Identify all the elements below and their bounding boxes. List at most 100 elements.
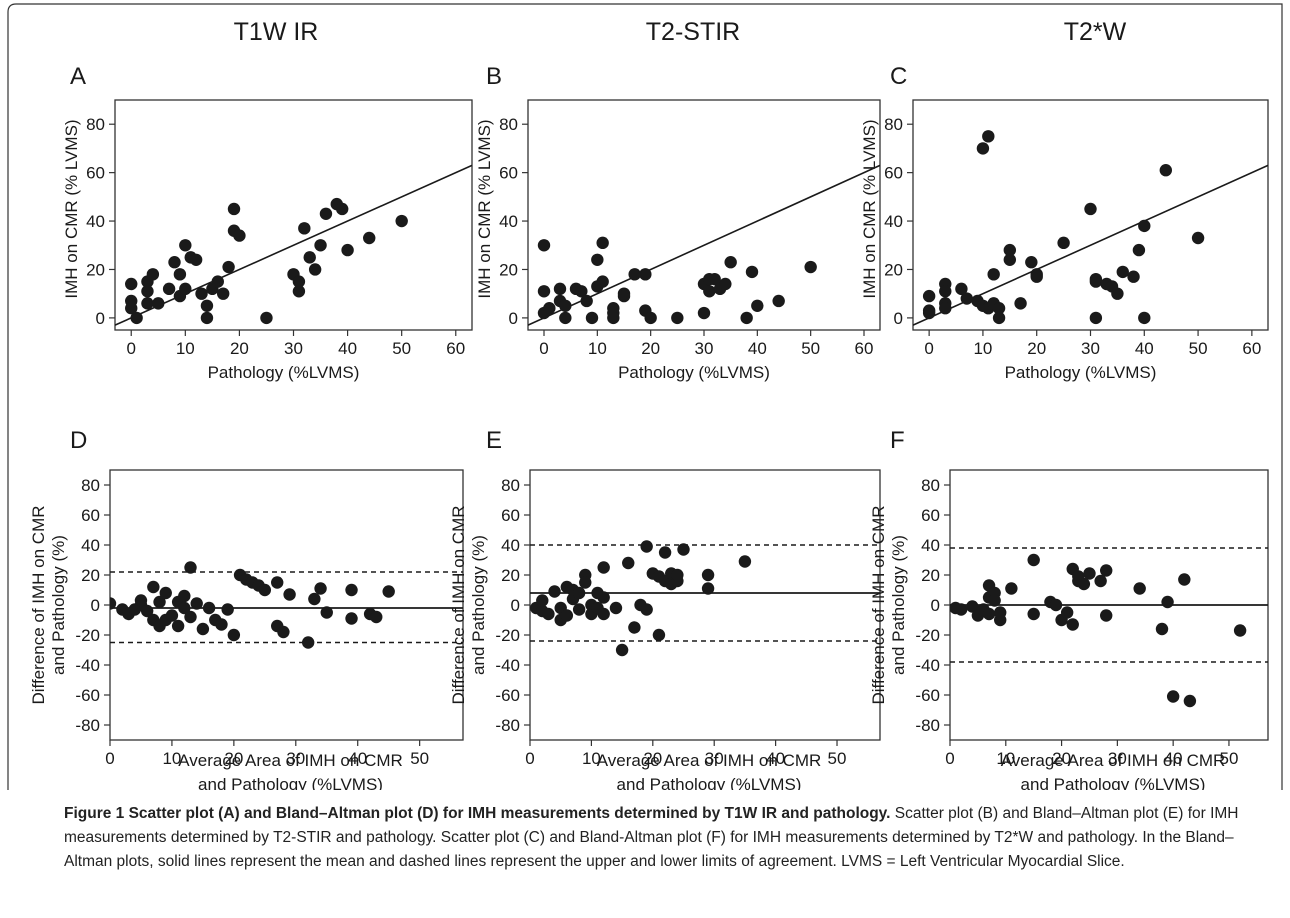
- figure-caption: Figure 1 Scatter plot (A) and Bland–Altm…: [64, 802, 1244, 874]
- data-point: [196, 622, 210, 636]
- x-tick-label: 30: [284, 339, 303, 358]
- x-axis-label: Pathology (%LVMS): [208, 363, 360, 382]
- x-tick-label: 10: [588, 339, 607, 358]
- data-point: [233, 229, 246, 242]
- x-tick-label: 20: [230, 339, 249, 358]
- x-tick-label: 20: [1027, 339, 1046, 358]
- data-point: [1183, 694, 1197, 708]
- plot-area: [913, 130, 1268, 326]
- x-tick-label: 30: [286, 749, 305, 768]
- figure-border: [7, 3, 1283, 790]
- data-point: [1083, 567, 1096, 580]
- data-point: [314, 239, 327, 252]
- data-point: [966, 600, 979, 613]
- y-tick-label: -60: [75, 686, 100, 705]
- x-axis-label-line2: and Pathology (%LVMS): [198, 775, 383, 790]
- data-point: [301, 636, 315, 649]
- x-tick-label: 60: [855, 339, 874, 358]
- data-point: [363, 231, 376, 245]
- data-point: [537, 285, 551, 298]
- y-tick-label: 80: [81, 476, 100, 495]
- data-point: [130, 311, 143, 325]
- data-point: [277, 625, 290, 639]
- data-point: [308, 592, 321, 606]
- data-point: [215, 618, 228, 631]
- column-title-t2stir: T2-STIR: [646, 18, 740, 46]
- data-point: [1027, 553, 1040, 567]
- y-tick-label: -20: [75, 626, 100, 645]
- data-point: [178, 601, 191, 615]
- x-tick-label: 50: [1189, 339, 1208, 358]
- data-point: [314, 582, 327, 595]
- y-tick-label: 0: [91, 596, 100, 615]
- data-point: [153, 595, 166, 609]
- y-tick-label: 80: [499, 115, 518, 134]
- x-tick-label: 30: [705, 749, 724, 768]
- y-axis-label-line1: Difference of IMH on CMR: [449, 505, 468, 704]
- data-point: [1027, 607, 1040, 621]
- data-point: [553, 282, 567, 296]
- data-point: [1060, 606, 1074, 619]
- plot-area: [950, 547, 1268, 708]
- data-point: [597, 607, 610, 621]
- y-tick-label: 80: [501, 476, 520, 495]
- y-axis-label-line2: and Pathology (%): [49, 535, 68, 675]
- data-point: [382, 585, 395, 598]
- x-axis-label-line1: Average Area of IMH on CMR: [178, 751, 403, 770]
- data-point: [543, 302, 556, 315]
- data-point: [939, 302, 952, 315]
- data-point: [141, 285, 154, 298]
- x-tick-label: 40: [348, 749, 367, 768]
- panel-letter: C: [890, 63, 907, 90]
- data-point: [292, 285, 306, 298]
- plot-area: [528, 164, 880, 326]
- data-point: [575, 285, 588, 298]
- y-tick-label: 20: [884, 260, 903, 279]
- data-point: [298, 222, 311, 235]
- x-tick-label: 30: [1081, 339, 1100, 358]
- data-point: [178, 589, 191, 603]
- data-point: [1030, 270, 1043, 283]
- data-point: [221, 603, 234, 616]
- y-axis-label: IMH on CMR (% LVMS): [860, 119, 879, 298]
- data-point: [639, 268, 652, 281]
- data-point: [804, 260, 817, 274]
- data-point: [703, 285, 716, 298]
- data-point: [1003, 243, 1017, 257]
- data-point: [609, 601, 623, 615]
- x-tick-label: 20: [643, 749, 662, 768]
- data-point: [320, 606, 333, 619]
- data-point: [1005, 582, 1018, 595]
- data-point: [939, 285, 952, 298]
- data-point: [1100, 609, 1113, 622]
- x-tick-label: 60: [1242, 339, 1261, 358]
- data-point: [184, 610, 197, 624]
- data-point: [955, 282, 968, 296]
- x-axis-label-line2: and Pathology (%LVMS): [617, 775, 802, 790]
- y-tick-label: 60: [884, 164, 903, 183]
- panel-letter: B: [486, 63, 502, 90]
- x-tick-label: 0: [539, 339, 548, 358]
- data-point: [292, 275, 306, 288]
- y-tick-label: 80: [86, 115, 105, 134]
- data-point: [1191, 231, 1205, 245]
- panel-a: A 0 10 20 30 40 50 60 0 20 40 60 80 Pathology (%LVMS)…: [62, 63, 473, 382]
- data-point: [1100, 564, 1113, 577]
- data-point: [701, 568, 715, 582]
- y-tick-label: 40: [499, 212, 518, 231]
- data-point: [341, 243, 354, 257]
- data-point: [1089, 275, 1103, 288]
- fit-line: [115, 164, 472, 326]
- data-point: [200, 299, 214, 312]
- y-tick-label: 0: [509, 309, 518, 328]
- y-tick-label: 20: [501, 566, 520, 585]
- y-tick-label: 20: [86, 260, 105, 279]
- data-point: [345, 612, 358, 625]
- caption-body: Scatter plot (B) and Bland–Altman plot (…: [64, 805, 1239, 870]
- data-point: [585, 311, 599, 325]
- y-tick-label: -60: [495, 686, 520, 705]
- data-point: [677, 543, 690, 556]
- data-point: [283, 588, 296, 601]
- y-axis-label: IMH on CMR (% LVMS): [475, 119, 494, 298]
- column-title-t1w: T1W IR: [234, 18, 319, 46]
